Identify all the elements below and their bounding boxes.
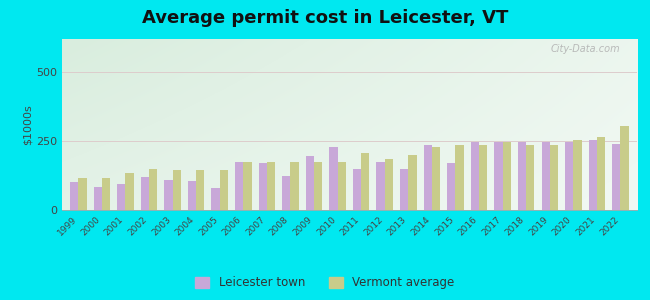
Bar	[149, 169, 157, 210]
Text: Average permit cost in Leicester, VT: Average permit cost in Leicester, VT	[142, 9, 508, 27]
Bar	[172, 170, 181, 210]
Bar	[353, 169, 361, 210]
Bar	[612, 144, 621, 210]
Bar	[456, 145, 463, 210]
Bar	[70, 182, 78, 210]
Bar	[471, 142, 479, 210]
Bar	[400, 169, 408, 210]
Bar	[141, 177, 149, 210]
Bar	[102, 178, 110, 210]
Bar	[447, 163, 456, 210]
Bar	[526, 145, 534, 210]
Bar	[376, 162, 385, 210]
Bar	[424, 145, 432, 210]
Bar	[518, 142, 527, 210]
Bar	[125, 173, 134, 210]
Bar	[573, 140, 582, 210]
Bar	[597, 137, 605, 210]
Bar	[188, 181, 196, 210]
Bar	[282, 176, 291, 210]
Bar	[361, 154, 369, 210]
Bar	[541, 142, 550, 210]
Bar	[196, 170, 204, 210]
Bar	[211, 188, 220, 210]
Bar	[330, 147, 337, 210]
Bar	[589, 140, 597, 210]
Bar	[78, 178, 86, 210]
Bar	[235, 162, 243, 210]
Bar	[94, 187, 102, 210]
Bar	[565, 142, 573, 210]
Bar	[259, 163, 267, 210]
Bar	[314, 162, 322, 210]
Bar	[291, 162, 299, 210]
Bar	[164, 180, 172, 210]
Bar	[495, 142, 502, 210]
Bar	[117, 184, 125, 210]
Bar	[385, 159, 393, 210]
Bar	[243, 162, 252, 210]
Bar	[306, 156, 314, 210]
Bar	[432, 147, 440, 210]
Bar	[267, 162, 275, 210]
Legend: Leicester town, Vermont average: Leicester town, Vermont average	[190, 272, 460, 294]
Y-axis label: $1000s: $1000s	[23, 104, 33, 145]
Text: City-Data.com: City-Data.com	[550, 44, 619, 54]
Bar	[220, 170, 228, 210]
Bar	[408, 155, 417, 210]
Bar	[337, 162, 346, 210]
Bar	[479, 145, 488, 210]
Bar	[621, 126, 629, 210]
Bar	[550, 145, 558, 210]
Bar	[502, 142, 511, 210]
